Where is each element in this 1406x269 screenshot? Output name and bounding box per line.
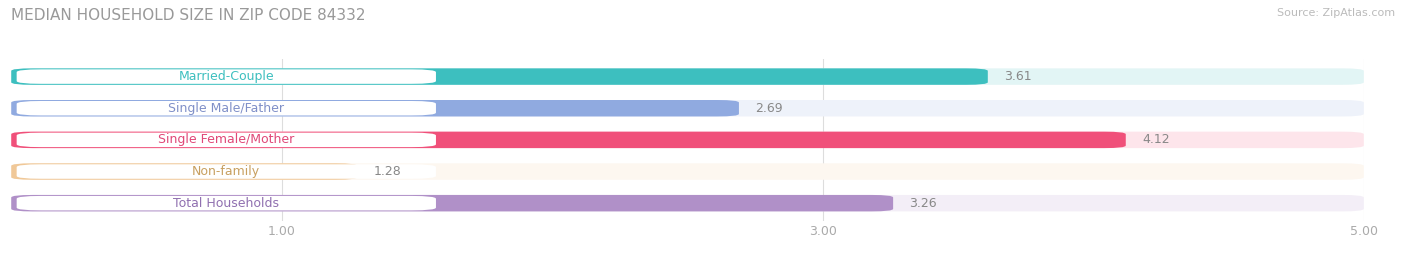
- FancyBboxPatch shape: [11, 68, 1364, 85]
- FancyBboxPatch shape: [17, 164, 436, 179]
- FancyBboxPatch shape: [11, 195, 893, 211]
- Text: Non-family: Non-family: [193, 165, 260, 178]
- Text: 4.12: 4.12: [1142, 133, 1170, 146]
- FancyBboxPatch shape: [17, 133, 436, 147]
- FancyBboxPatch shape: [11, 195, 1364, 211]
- FancyBboxPatch shape: [17, 101, 436, 115]
- FancyBboxPatch shape: [11, 68, 988, 85]
- FancyBboxPatch shape: [11, 100, 1364, 116]
- Text: 3.26: 3.26: [910, 197, 936, 210]
- Text: Total Households: Total Households: [173, 197, 280, 210]
- Text: Source: ZipAtlas.com: Source: ZipAtlas.com: [1277, 8, 1395, 18]
- Text: 2.69: 2.69: [755, 102, 783, 115]
- FancyBboxPatch shape: [17, 69, 436, 84]
- Text: Single Male/Father: Single Male/Father: [169, 102, 284, 115]
- Text: Married-Couple: Married-Couple: [179, 70, 274, 83]
- Text: 3.61: 3.61: [1004, 70, 1032, 83]
- Text: MEDIAN HOUSEHOLD SIZE IN ZIP CODE 84332: MEDIAN HOUSEHOLD SIZE IN ZIP CODE 84332: [11, 8, 366, 23]
- Text: 1.28: 1.28: [374, 165, 402, 178]
- FancyBboxPatch shape: [11, 132, 1364, 148]
- FancyBboxPatch shape: [11, 132, 1126, 148]
- FancyBboxPatch shape: [11, 100, 740, 116]
- Text: Single Female/Mother: Single Female/Mother: [159, 133, 294, 146]
- FancyBboxPatch shape: [11, 163, 357, 180]
- FancyBboxPatch shape: [17, 196, 436, 210]
- FancyBboxPatch shape: [11, 163, 1364, 180]
